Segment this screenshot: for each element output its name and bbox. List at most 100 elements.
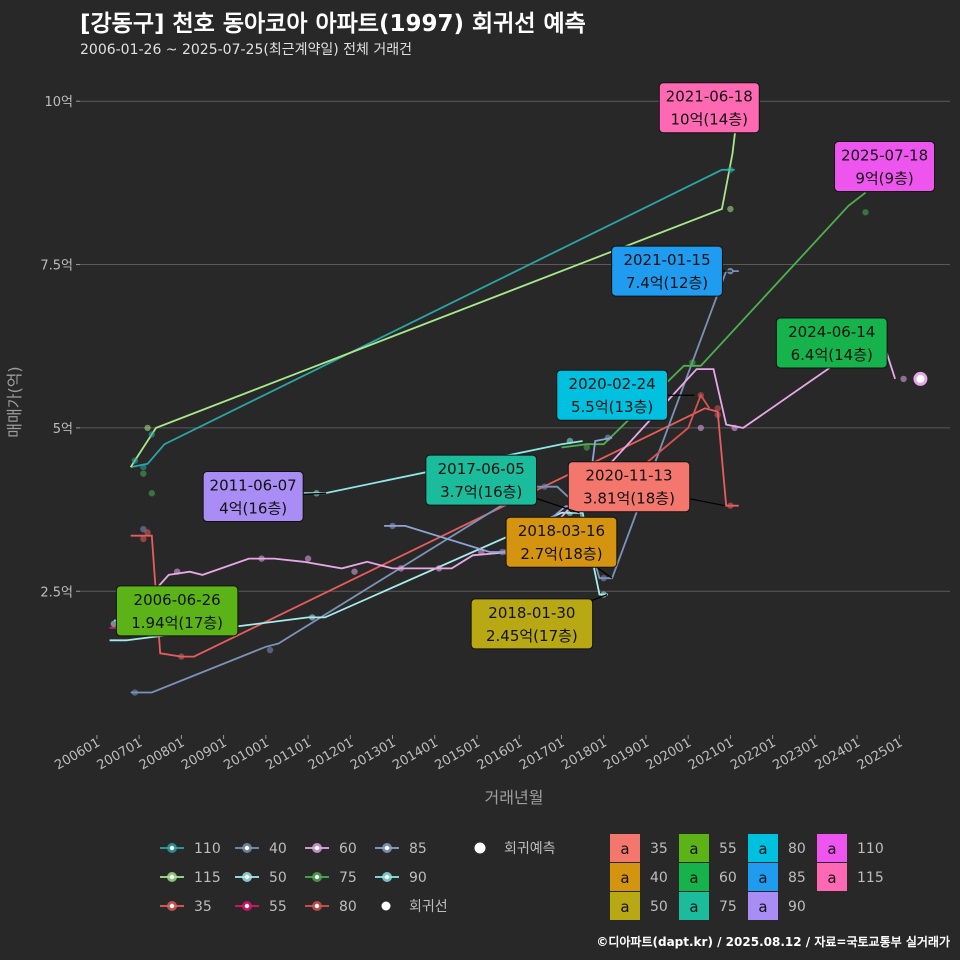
legend-label-swatch: [748, 863, 778, 891]
annotation-box: [567, 461, 691, 513]
x-tick-label: 200901: [179, 735, 229, 773]
point-35: [727, 502, 734, 509]
y-tick-label: 2.5억: [40, 585, 73, 600]
legend-label-75: a 75: [679, 892, 737, 920]
x-tick-label: 200601: [52, 735, 102, 773]
legend-line-80: 80: [305, 899, 357, 915]
legend-label-name: 75: [719, 899, 737, 915]
annotation-box: [556, 369, 669, 421]
annotation-date: 2025-07-18: [841, 147, 928, 165]
annotation-date: 2020-02-24: [569, 375, 656, 393]
annotation-2024-06-14: 2024-06-14 6.4억(14층): [775, 317, 888, 369]
legend-label-glyph: a: [758, 898, 767, 916]
legend-line-50: 50: [235, 870, 287, 886]
legend-label-90: a 90: [748, 892, 806, 920]
point-110: [140, 463, 147, 471]
annotation-price: 4억(16층): [219, 500, 287, 518]
legend-label-glyph: a: [620, 840, 629, 858]
point-35: [714, 411, 721, 419]
regression-line-110: [130, 168, 735, 468]
legend-line-label: 85: [409, 841, 427, 857]
legend-center-dot: [314, 903, 320, 909]
legend-label-name: 90: [788, 899, 806, 915]
x-tick-label: 201201: [306, 735, 356, 773]
annotation-2020-02-24: 2020-02-24 5.5억(13층): [556, 369, 695, 421]
annotation-date: 2024-06-14: [788, 323, 875, 341]
legend-center-dot: [384, 874, 390, 880]
point-75: [689, 359, 696, 366]
legend-center-dot: [244, 874, 250, 880]
legend-line-label: 55: [269, 899, 287, 915]
legend-label-name: 110: [857, 841, 884, 857]
legend-regression: 회귀선: [381, 899, 448, 915]
x-tick-label: 201601: [475, 735, 525, 773]
legend-center-dot: [314, 874, 320, 880]
legend-label-110: a 110: [817, 834, 884, 862]
point-40: [600, 574, 607, 582]
legend-regression-label: 회귀선: [409, 899, 448, 915]
annotation-date: 2011-06-07: [210, 477, 297, 495]
legend-label-glyph: a: [689, 840, 698, 858]
annotation-price: 10억(14층): [671, 111, 748, 129]
legend-label-swatch: [748, 834, 778, 862]
legend-line-label: 110: [194, 841, 221, 857]
legend-line-label: 80: [339, 899, 357, 915]
x-axis-title: 거래년월: [485, 788, 544, 807]
point-75: [862, 209, 869, 216]
chart-subtitle: 2006-01-26 ~ 2025-07-25(최근계약일) 전체 거래건: [80, 42, 412, 58]
annotation-date: 2017-06-05: [438, 460, 525, 478]
legend-label-name: 55: [719, 841, 737, 857]
annotation-2018-01-30: 2018-01-30 2.45억(17층): [470, 593, 608, 650]
prediction-point: [913, 371, 928, 386]
point-50: [110, 620, 117, 628]
legend-label-55: a 55: [679, 834, 737, 862]
legend-label-swatch: [817, 863, 847, 891]
point-60: [435, 565, 443, 572]
legend-label-glyph: a: [689, 898, 698, 916]
legend-label-swatch: [610, 863, 640, 891]
annotation-box: [425, 454, 538, 506]
point-40: [140, 525, 147, 533]
annotation-box: [470, 598, 594, 650]
legend-label-name: 40: [650, 870, 668, 886]
legend-label-name: 50: [650, 899, 668, 915]
annotation-date: 2021-06-18: [666, 88, 753, 106]
legend-label-glyph: a: [758, 840, 767, 858]
point-75: [140, 470, 147, 477]
annotation-2017-06-05: 2017-06-05 3.7억(16층): [425, 454, 580, 514]
legend-line-110: 110: [160, 841, 221, 857]
legend-label-swatch: [817, 834, 847, 862]
point-50: [309, 614, 316, 621]
annotation-price: 9억(9층): [855, 170, 913, 188]
point-80: [697, 392, 705, 399]
point-35: [140, 535, 147, 543]
point-40: [266, 646, 274, 654]
annotation-2011-06-07: 2011-06-07 4억(16층): [202, 471, 327, 523]
legend-prediction-swatch: [474, 842, 486, 854]
y-tick-label: 5억: [53, 422, 73, 437]
annotation-box: [115, 585, 239, 637]
annotation-2020-11-13: 2020-11-13 3.81억(18층): [567, 461, 726, 513]
x-tick-label: 200701: [95, 735, 145, 773]
legend-line-35: 35: [160, 899, 212, 915]
x-tick-label: 201801: [559, 735, 609, 773]
annotations: 2021-06-18 10억(14층) 2025-07-18 9억(9층) 2021-0…: [115, 82, 936, 650]
legend-label-swatch: [748, 892, 778, 920]
x-tick-label: 201101: [264, 735, 314, 773]
legend-prediction-label: 회귀예측: [504, 841, 556, 857]
legend-label-glyph: a: [827, 840, 836, 858]
legend: 110 40 60 85 115 50 75 90 35 55 80 회귀선 회귀예측 a 35 a 40 a 50…: [160, 834, 884, 920]
annotation-date: 2018-01-30: [488, 604, 575, 622]
legend-label-name: 80: [788, 841, 806, 857]
legend-center-dot: [169, 845, 175, 851]
point-60: [258, 555, 265, 562]
prediction-points: [913, 159, 928, 386]
legend-label-swatch: [679, 863, 709, 891]
regression-line-60: [113, 341, 896, 622]
point-80: [714, 405, 721, 412]
annotation-box: [658, 82, 760, 134]
x-tick-label: 202501: [855, 735, 905, 773]
legend-label-glyph: a: [827, 869, 836, 887]
legend-line-90: 90: [375, 870, 427, 886]
y-tick-label: 7.5억: [40, 259, 73, 274]
